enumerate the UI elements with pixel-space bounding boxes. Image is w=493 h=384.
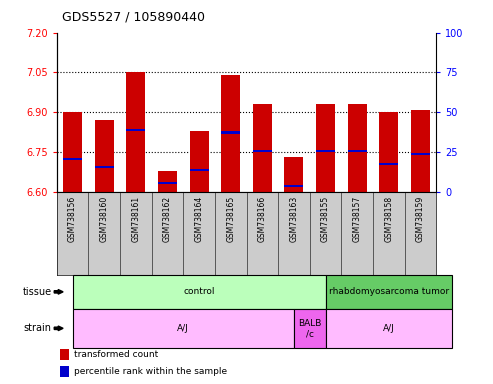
Bar (284, 157, 304, 192)
Bar (348, 150, 367, 152)
Text: strain: strain (24, 323, 52, 333)
Bar (158, 182, 177, 184)
Bar (316, 104, 335, 192)
Bar (72, 275, 325, 309)
Bar (411, 110, 430, 192)
Text: GSM738164: GSM738164 (195, 196, 204, 242)
Bar (325, 309, 452, 348)
Bar (325, 275, 452, 309)
Text: GSM738160: GSM738160 (100, 196, 108, 242)
Text: tissue: tissue (23, 287, 52, 297)
Text: control: control (183, 287, 215, 296)
Text: percentile rank within the sample: percentile rank within the sample (74, 367, 227, 376)
Bar (189, 169, 209, 171)
Text: BALB
/c: BALB /c (298, 319, 321, 338)
Bar (253, 104, 272, 192)
Bar (61, 349, 69, 359)
Text: GSM738157: GSM738157 (352, 196, 362, 242)
Bar (221, 75, 240, 192)
Bar (126, 73, 145, 192)
Text: GSM738162: GSM738162 (163, 196, 172, 242)
Bar (411, 153, 430, 155)
Text: GSM738165: GSM738165 (226, 196, 235, 242)
Bar (72, 309, 294, 348)
Bar (63, 112, 82, 192)
Bar (253, 150, 272, 152)
Text: GSM738158: GSM738158 (385, 196, 393, 242)
Text: GSM738166: GSM738166 (258, 196, 267, 242)
Text: GSM738163: GSM738163 (289, 196, 298, 242)
Bar (189, 131, 209, 192)
Text: GSM738161: GSM738161 (131, 196, 141, 242)
Bar (380, 163, 398, 166)
Text: GSM738156: GSM738156 (68, 196, 77, 242)
Bar (380, 112, 398, 192)
Bar (316, 150, 335, 152)
Bar (158, 171, 177, 192)
Bar (348, 104, 367, 192)
Bar (294, 309, 325, 348)
Bar (95, 166, 113, 168)
Text: rhabdomyosarcoma tumor: rhabdomyosarcoma tumor (329, 287, 449, 296)
Text: GSM738155: GSM738155 (321, 196, 330, 242)
Bar (221, 131, 240, 134)
Text: GSM738159: GSM738159 (416, 196, 425, 242)
Text: transformed count: transformed count (74, 350, 158, 359)
Text: A/J: A/J (177, 324, 189, 333)
Bar (126, 129, 145, 131)
Bar (95, 120, 113, 192)
Bar (284, 185, 304, 187)
Bar (63, 158, 82, 160)
Text: GDS5527 / 105890440: GDS5527 / 105890440 (62, 10, 205, 23)
Bar (61, 366, 69, 377)
Text: A/J: A/J (383, 324, 395, 333)
